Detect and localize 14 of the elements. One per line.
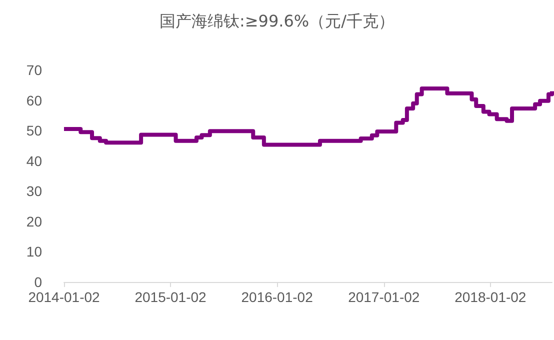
y-tick-label: 30 — [26, 183, 42, 200]
x-tick-label: 2015-01-02 — [134, 289, 207, 305]
x-tick-label: 2014-01-02 — [28, 289, 100, 305]
y-tick-label: 10 — [26, 244, 42, 260]
x-tick-label: 2016-01-02 — [241, 289, 314, 305]
y-tick-label: 50 — [26, 122, 42, 139]
x-tick-label: 2017-01-02 — [348, 289, 420, 305]
y-tick-label: 0 — [34, 274, 42, 290]
y-tick-label: 20 — [26, 213, 42, 230]
y-tick-label: 70 — [26, 62, 42, 78]
chart-title: 国产海绵钛:≥99.6%（元/千克） — [159, 12, 395, 30]
y-tick-label: 60 — [26, 92, 42, 108]
y-tick-label: 40 — [26, 152, 42, 169]
x-tick-label: 2018-01-02 — [454, 289, 526, 305]
